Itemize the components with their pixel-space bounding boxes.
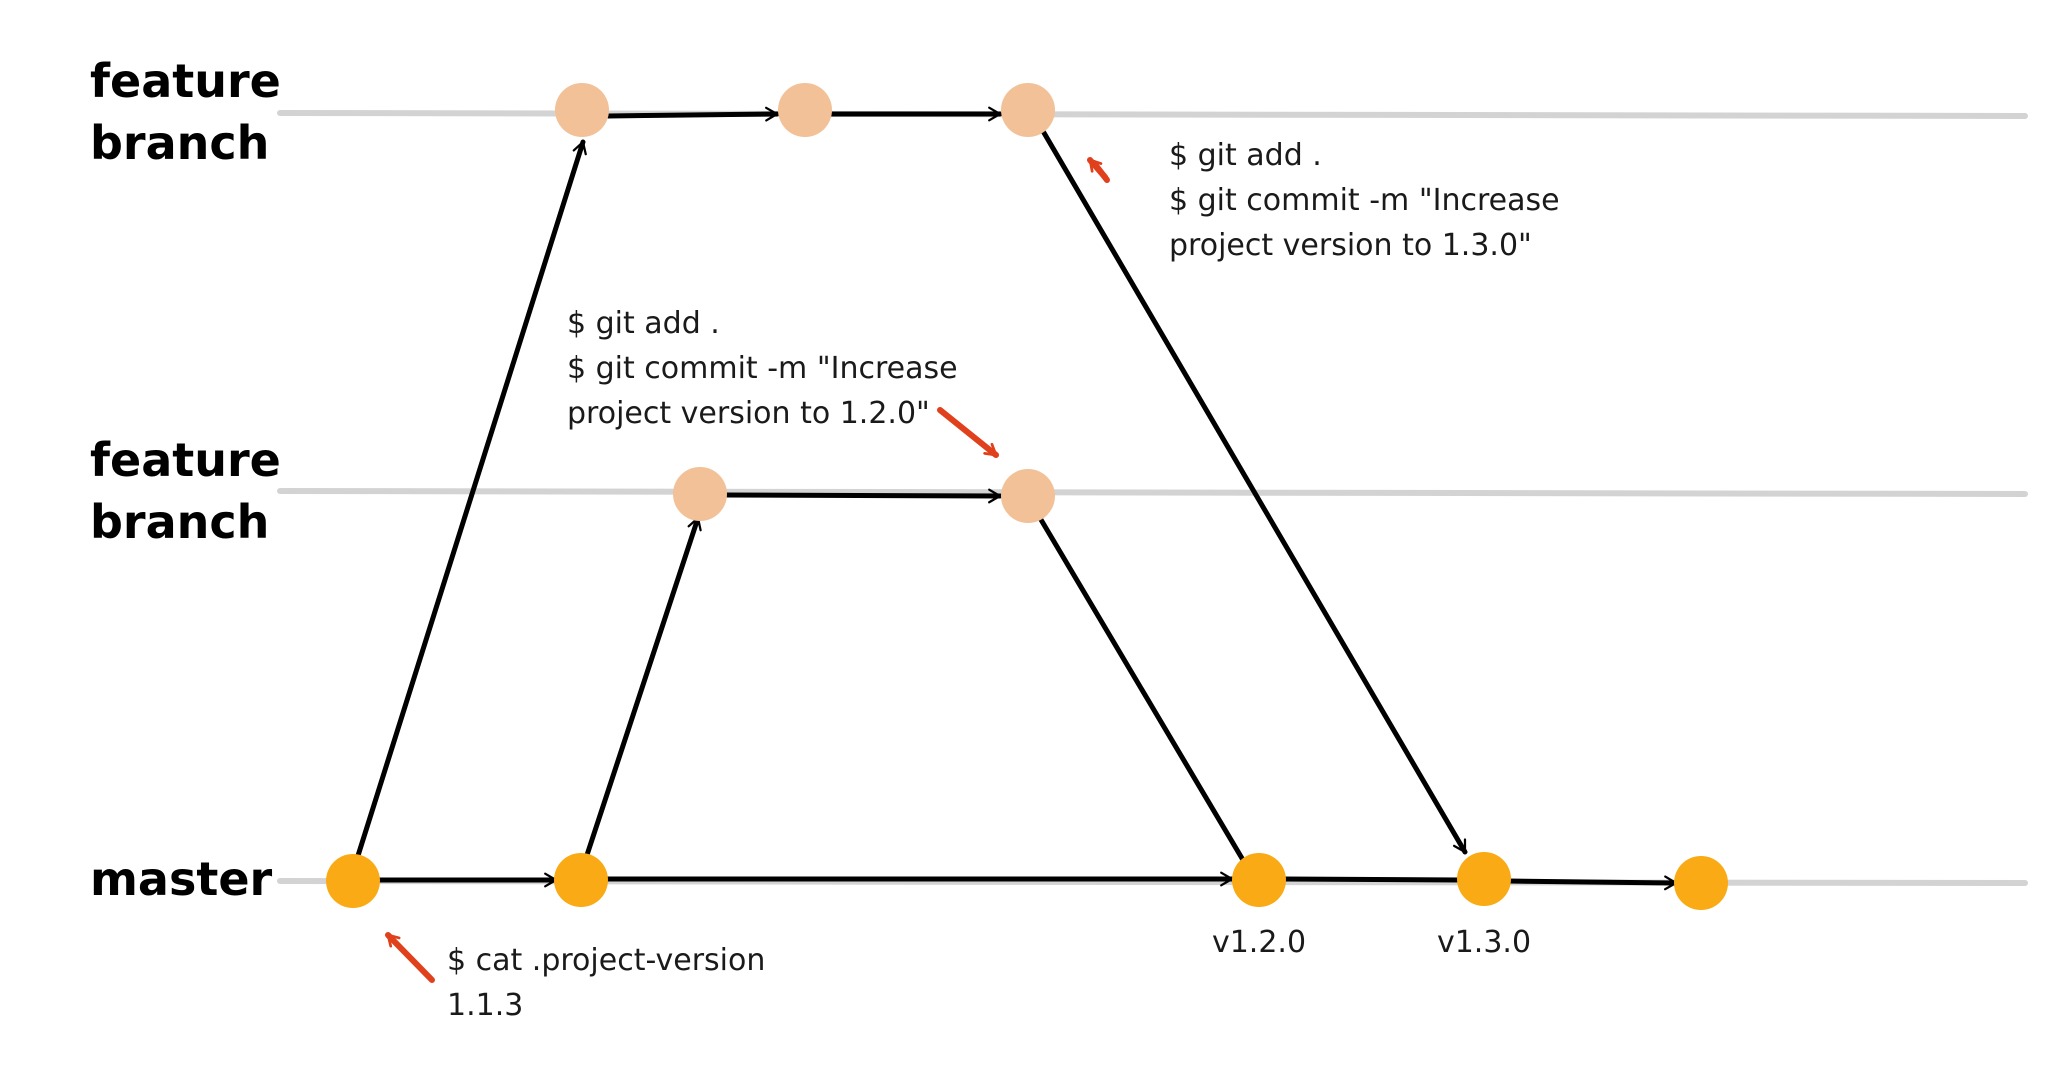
pointer-top-note-shaft <box>1091 160 1110 183</box>
edge-feature-mid-merge <box>1037 515 1246 863</box>
commit-master-1 <box>554 853 608 907</box>
commits <box>326 83 1728 910</box>
commit-master-v120 <box>1232 853 1286 907</box>
edge-feature-top-merge <box>1037 123 1468 855</box>
edges <box>353 106 1679 891</box>
pointer-mid-note <box>937 407 999 458</box>
note-bottom-line1: $ cat .project-version <box>447 943 765 978</box>
lane-label-feature-top: feature branch <box>90 54 297 170</box>
commit-feature-top-2 <box>778 83 832 137</box>
notes: $ git add . $ git commit -m "Increase pr… <box>447 138 1569 1023</box>
note-mid-line3: project version to 1.2.0" <box>567 396 930 431</box>
note-top-line3: project version to 1.3.0" <box>1169 228 1532 263</box>
note-top-line1: $ git add . <box>1169 138 1322 173</box>
edge-feature-top-1-2 <box>605 106 780 122</box>
edge-feature-mid-1-2 <box>721 488 1003 504</box>
tag-v130: v1.3.0 <box>1437 925 1531 960</box>
lane-label-feature-mid: feature branch <box>90 433 297 549</box>
lane-label-feature-mid-line2: branch <box>90 495 269 549</box>
note-bottom-line2: 1.1.3 <box>447 988 523 1023</box>
note-mid-line2: $ git commit -m "Increase <box>567 351 958 386</box>
note-top: $ git add . $ git commit -m "Increase pr… <box>1169 138 1569 263</box>
lane-label-feature-top-line2: branch <box>90 116 269 170</box>
pointers <box>385 157 1110 983</box>
lane-line-feature-mid <box>277 488 2028 497</box>
commit-master-v130 <box>1457 852 1511 906</box>
edge-master-v130-next <box>1505 875 1679 891</box>
edge-master-to-feature-mid <box>583 515 702 861</box>
pointer-bottom-note <box>385 932 435 983</box>
commit-feature-top-3 <box>1001 83 1055 137</box>
note-mid: $ git add . $ git commit -m "Increase pr… <box>567 306 967 431</box>
lane-label-feature-mid-line1: feature <box>90 433 281 487</box>
lane-line-feature-top <box>277 110 2028 119</box>
tag-v120: v1.2.0 <box>1212 925 1306 960</box>
lane-labels: feature branch feature branch master <box>90 54 297 906</box>
commit-feature-top-1 <box>555 83 609 137</box>
commit-feature-mid-1 <box>673 467 727 521</box>
lane-label-feature-top-line1: feature <box>90 54 281 108</box>
note-bottom: $ cat .project-version 1.1.3 <box>447 943 775 1023</box>
lane-label-master: master <box>90 852 273 906</box>
note-top-line2: $ git commit -m "Increase <box>1169 183 1560 218</box>
lane-lines <box>277 110 2028 886</box>
commit-feature-mid-2 <box>1001 469 1055 523</box>
version-tags: v1.2.0 v1.3.0 <box>1212 925 1531 960</box>
edge-master-v120-v130 <box>1280 876 1463 883</box>
commit-master-0 <box>326 854 380 908</box>
note-mid-line1: $ git add . <box>567 306 720 341</box>
edge-master-to-feature-top <box>353 139 587 865</box>
commit-master-next <box>1674 856 1728 910</box>
